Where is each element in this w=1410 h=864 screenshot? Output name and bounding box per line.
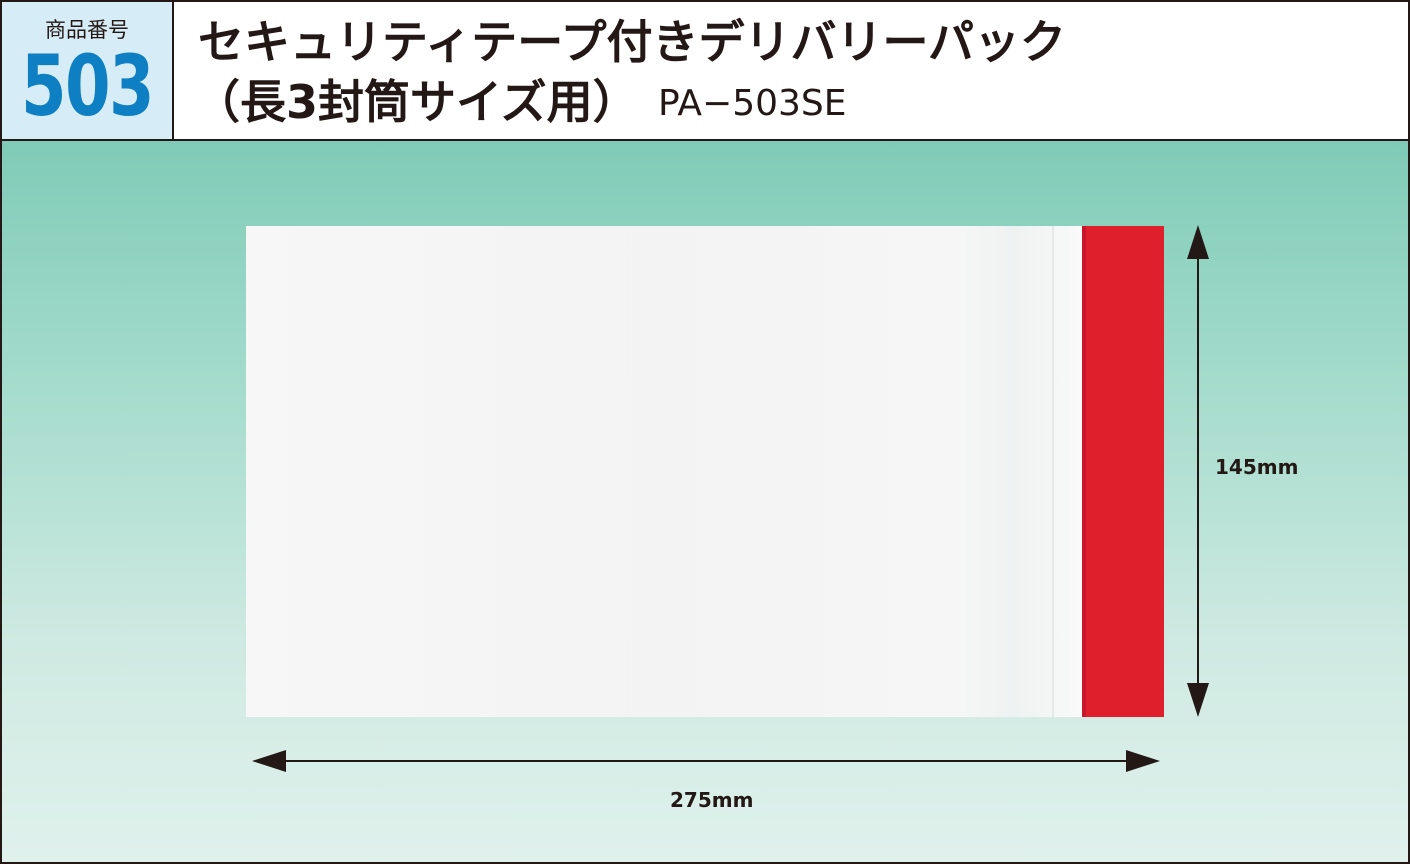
delivery-pack-image [246, 226, 1082, 717]
delivery-pack-seam [1052, 226, 1054, 717]
arrow-left-icon [252, 750, 286, 772]
width-dimension-label: 275mm [670, 788, 754, 812]
arrow-up-icon [1187, 225, 1209, 259]
product-number-box: 商品番号 503 [2, 2, 174, 139]
arrow-right-icon [1126, 750, 1160, 772]
product-title-line2: （長3封筒サイズ用） [194, 75, 639, 129]
product-number-label: 商品番号 [45, 18, 129, 42]
width-dimension-line [277, 760, 1135, 762]
height-dimension-label: 145mm [1215, 455, 1299, 479]
security-tape-edge [1082, 226, 1086, 717]
product-code: PA−503SE [658, 83, 847, 124]
header: 商品番号 503 セキュリティテープ付きデリバリーパック （長3封筒サイズ用） … [2, 2, 1408, 141]
security-tape [1082, 226, 1164, 717]
product-number: 503 [20, 37, 155, 135]
product-title-line1: セキュリティテープ付きデリバリーパック [198, 15, 1067, 69]
height-dimension-line [1197, 251, 1199, 691]
product-image-area: 145mm 275mm [2, 141, 1408, 862]
arrow-down-icon [1187, 683, 1209, 717]
